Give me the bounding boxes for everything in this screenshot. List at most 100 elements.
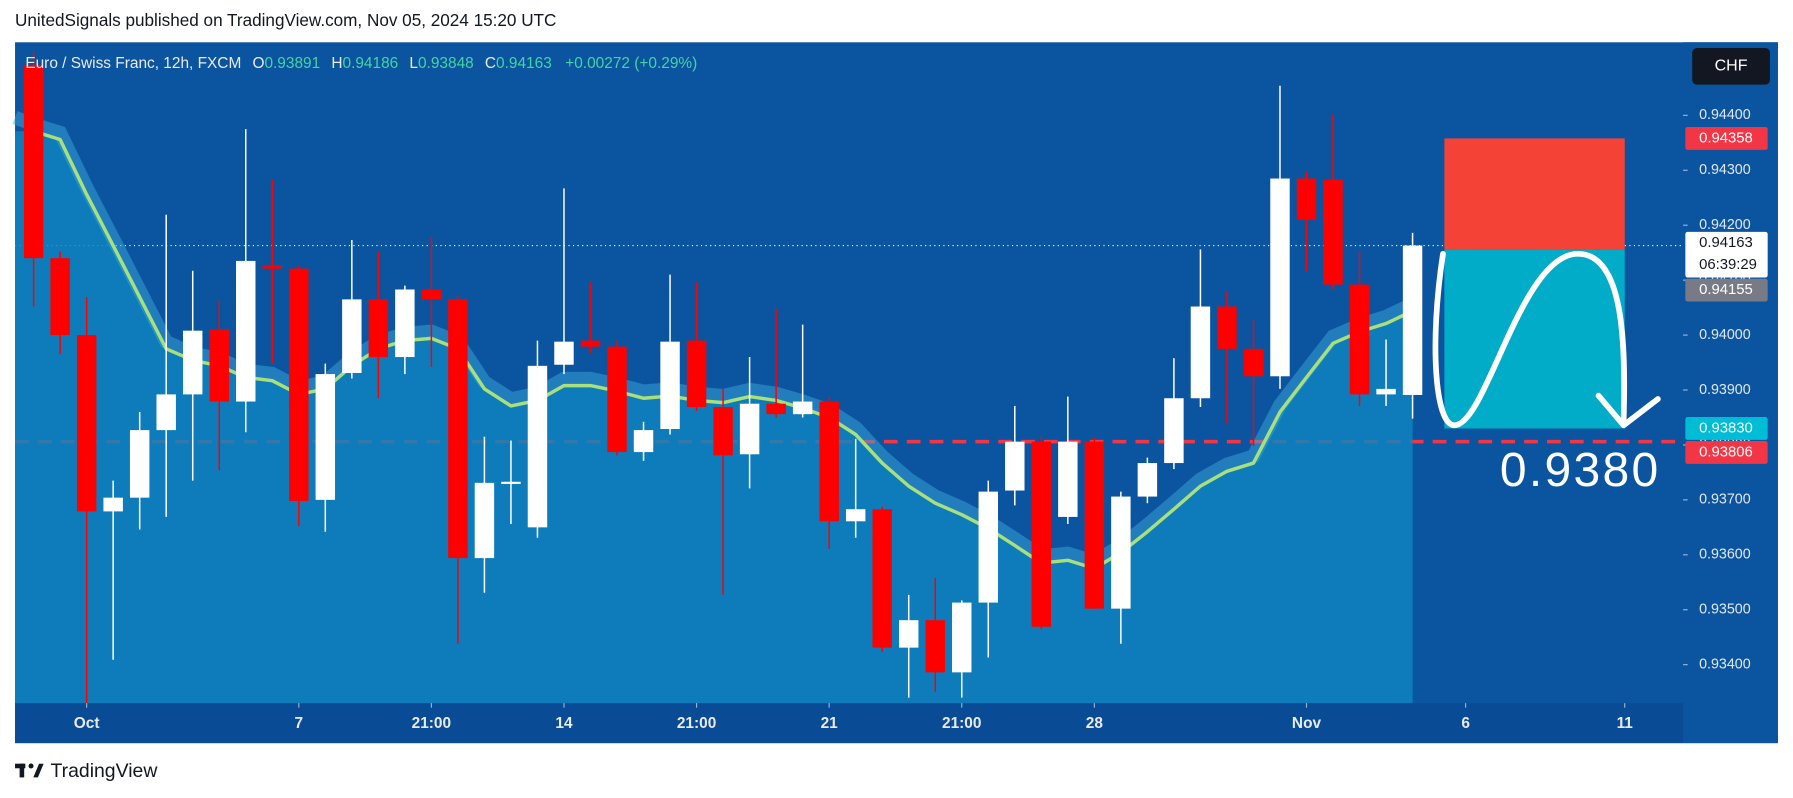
candle-body (633, 430, 654, 453)
candle-body (23, 64, 44, 259)
candle-body (1031, 441, 1052, 627)
candle-body (236, 260, 256, 402)
y-tick-label: 0.94400 (1699, 107, 1751, 123)
candle-body (474, 482, 495, 559)
candle-body (1190, 306, 1211, 399)
x-tick-label: 14 (555, 715, 573, 732)
x-tick-label: 28 (1086, 715, 1104, 732)
candle-body (1349, 284, 1370, 395)
candle-body (209, 329, 229, 402)
legend-key: C (485, 55, 496, 72)
legend-value: 0.93891 (264, 55, 320, 72)
legend-key: H (331, 55, 342, 72)
price-badge (1685, 441, 1768, 464)
candle-body (368, 299, 389, 358)
candle-body (580, 340, 601, 347)
candle-body (527, 365, 548, 528)
candle-body (952, 602, 972, 673)
candle-body (792, 401, 813, 415)
legend-key: L (409, 55, 418, 72)
price-badge (1685, 126, 1768, 150)
candle-body (1270, 178, 1290, 377)
logo-part (19, 763, 25, 778)
candle-body (342, 299, 362, 373)
candle-body (660, 341, 680, 430)
y-tick-label: 0.93700 (1699, 492, 1751, 508)
candle-body (819, 401, 839, 522)
y-tick-label: 0.93600 (1699, 547, 1751, 563)
candle-body (1164, 398, 1184, 464)
price-badge-label: 0.94358 (1699, 130, 1753, 146)
candle-body (1058, 441, 1078, 517)
axis-layer: 0.934000.935000.936000.937000.938000.939… (74, 107, 1768, 732)
price-badge (1685, 278, 1768, 302)
candle-body (766, 403, 786, 415)
candle-body (899, 620, 919, 648)
candle-body (448, 299, 468, 559)
x-tick-label: 7 (295, 715, 304, 732)
price-badge-label: 0.93806 (1699, 444, 1753, 460)
candle-body (554, 341, 574, 365)
x-tick-label: 21:00 (677, 715, 716, 732)
legend-value: 0.94163 (496, 55, 552, 72)
candle-body (421, 289, 442, 300)
y-axis-strip (1683, 42, 1778, 744)
stop-zone (1444, 138, 1625, 250)
candle-body (1402, 245, 1423, 395)
candle-body (925, 620, 945, 673)
x-tick-label: Nov (1292, 715, 1322, 732)
x-tick-label: Oct (74, 715, 100, 732)
candle-body (1217, 306, 1237, 349)
candle-body (289, 268, 309, 501)
candle-body (182, 330, 203, 395)
candle-body (1111, 496, 1131, 609)
logo-part (33, 763, 44, 778)
candle-body (1323, 179, 1343, 285)
candle-body (315, 374, 336, 500)
x-tick-label: 6 (1461, 715, 1470, 732)
y-tick-label: 0.93400 (1699, 656, 1751, 672)
candle-body (1296, 178, 1317, 220)
x-axis-strip (15, 703, 1684, 744)
candle-body (1243, 348, 1264, 377)
currency-button[interactable] (1692, 48, 1770, 85)
candle-body (872, 509, 892, 648)
candle-body (50, 258, 70, 336)
y-tick-label: 0.94300 (1699, 162, 1751, 178)
price-badge-label: 0.94163 (1699, 235, 1753, 251)
y-tick-label: 0.94000 (1699, 327, 1751, 343)
price-badge-label: 0.93830 (1699, 420, 1753, 436)
price-badge-countdown: 06:39:29 (1699, 257, 1757, 273)
currency-label: CHF (1715, 58, 1748, 75)
candle-body (262, 265, 282, 269)
x-tick-label: 21 (821, 715, 839, 732)
legend-change: +0.00272 (+0.29%) (565, 55, 697, 72)
target-zone (1444, 249, 1625, 429)
legend-title: Euro / Swiss Franc, 12h, FXCM (25, 55, 241, 72)
candle-body (1005, 441, 1025, 491)
price-badge (1685, 231, 1768, 278)
candle-body (978, 491, 998, 603)
footer-brand: TradingView (50, 760, 158, 782)
y-tick-label: 0.93900 (1699, 382, 1751, 398)
legend: Euro / Swiss Franc, 12h, FXCM O0.93891 H… (25, 55, 697, 72)
logo-part (28, 763, 34, 769)
x-tick-label: 21:00 (412, 715, 451, 732)
x-tick-label: 21:00 (942, 715, 981, 732)
price-badge (1685, 417, 1768, 440)
legend-value: 0.93848 (418, 55, 474, 72)
publish-line: UnitedSignals published on TradingView.c… (15, 10, 556, 30)
y-tick-label: 0.93500 (1699, 602, 1751, 618)
candle-body (103, 497, 123, 512)
candle-body (686, 340, 707, 408)
candles-layer (23, 51, 1423, 704)
position-layer (1444, 138, 1625, 429)
x-tick-label: 11 (1617, 715, 1634, 732)
candle-body (713, 407, 733, 456)
annotation: 0.9380 (1500, 444, 1661, 497)
tv-logo (15, 763, 44, 778)
candle-body (607, 346, 627, 453)
candle-body (845, 509, 866, 522)
